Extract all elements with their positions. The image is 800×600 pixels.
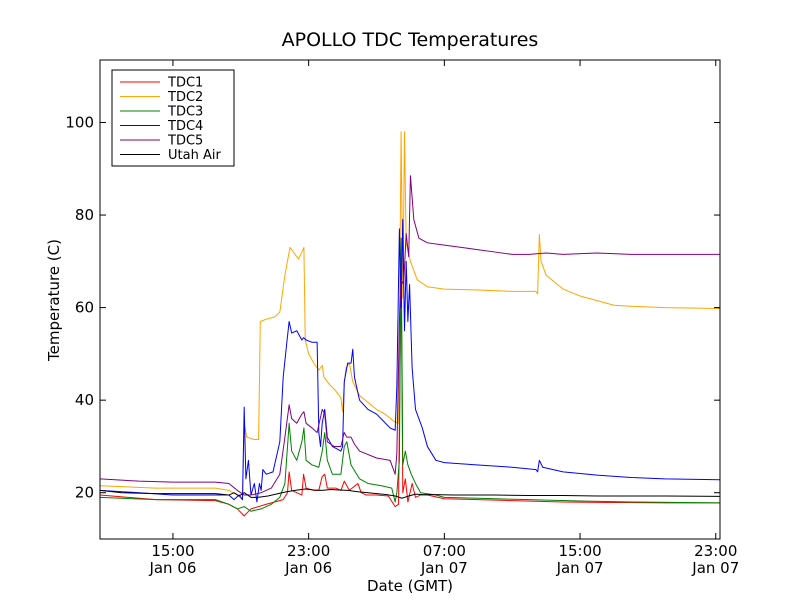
plot-frame	[99, 59, 721, 540]
x-tick-label-date: Jan 06	[284, 559, 332, 577]
x-tick-label-time: 23:00	[287, 542, 330, 560]
series-line-tdc3	[99, 237, 721, 512]
x-tick-label-time: 15:00	[558, 542, 601, 560]
y-tick-label: 60	[75, 299, 94, 317]
x-tick-label-date: Jan 07	[556, 559, 604, 577]
plot-lines	[99, 131, 721, 517]
x-tick-label-time: 15:00	[151, 542, 194, 560]
x-tick-label-date: Jan 07	[420, 559, 468, 577]
x-tick-label-date: Jan 06	[148, 559, 196, 577]
x-axis-label: Date (GMT)	[367, 577, 453, 595]
legend-label: TDC2	[167, 90, 203, 105]
y-tick-label: 100	[65, 113, 94, 131]
x-tick-label-date: Jan 07	[691, 559, 739, 577]
y-tick-label: 40	[75, 391, 94, 409]
series-line-tdc4	[99, 219, 721, 503]
series-line-utah-air	[99, 488, 721, 499]
x-tick-label-time: 07:00	[423, 542, 466, 560]
x-tick-label-time: 23:00	[694, 542, 737, 560]
legend-label: TDC4	[167, 119, 203, 134]
y-tick-label: 20	[75, 484, 94, 502]
y-axis: 20 40 60 80 100	[65, 113, 720, 502]
chart-title: APOLLO TDC Temperatures	[282, 29, 539, 51]
legend-label: Utah Air	[168, 148, 221, 163]
legend-label: TDC1	[167, 76, 203, 91]
y-tick-label: 80	[75, 206, 94, 224]
legend-label: TDC3	[167, 105, 203, 120]
series-line-tdc5	[99, 175, 720, 496]
legend-label: TDC5	[167, 134, 203, 149]
legend-box	[111, 69, 235, 167]
y-axis-label: Temperature (C)	[45, 239, 63, 362]
